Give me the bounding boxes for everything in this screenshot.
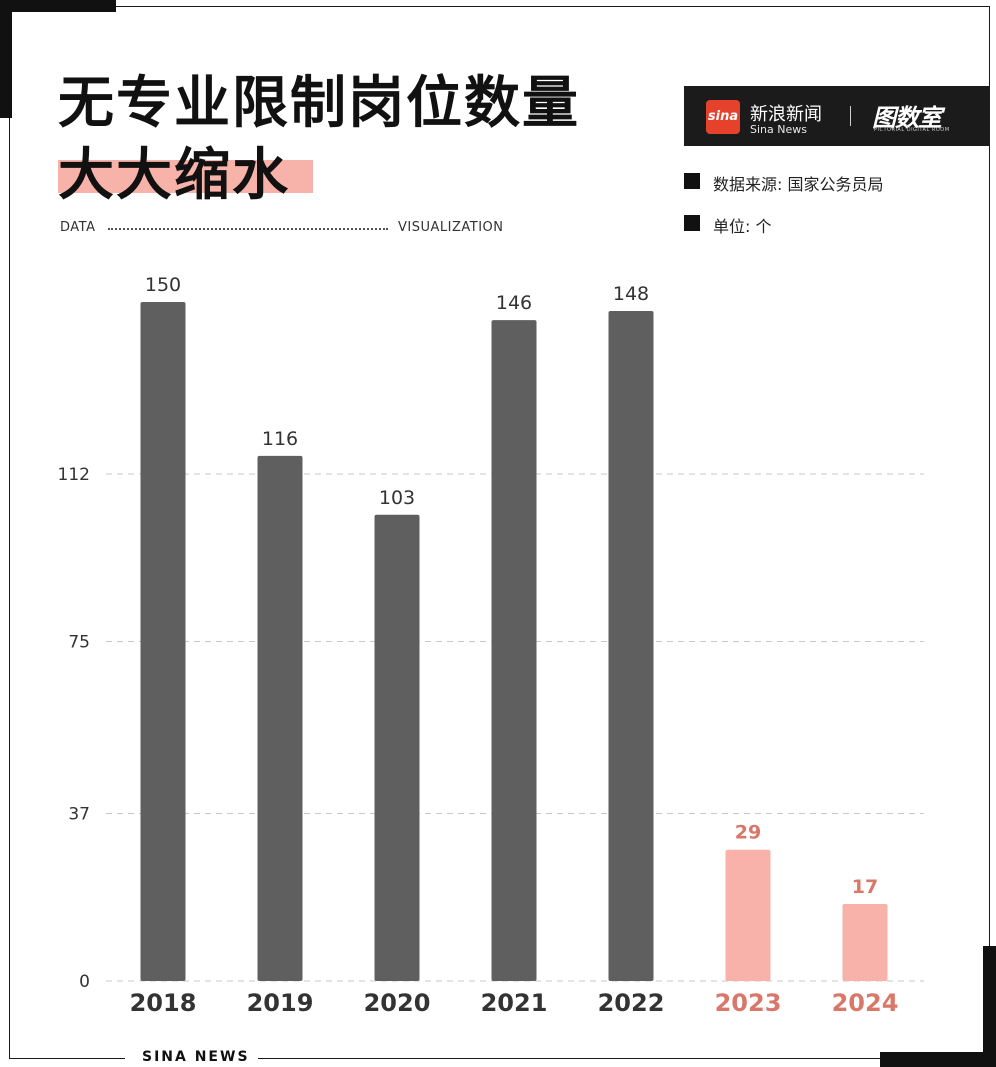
value-label-2019: 116 — [262, 428, 298, 450]
footer-brand: SINA NEWS — [142, 1049, 250, 1065]
y-tick-label-75: 75 — [68, 633, 90, 653]
frame-bottom-line-left — [9, 1058, 125, 1059]
logo-divider — [850, 106, 851, 126]
bar-2021 — [491, 320, 537, 981]
corner-bottom-right-bar — [880, 1052, 996, 1067]
frame-left-line — [9, 6, 10, 1058]
source-text: 数据来源: 国家公务员局 — [713, 175, 884, 194]
corner-top-left-bar — [0, 0, 116, 12]
data-tag: DATA — [60, 220, 96, 235]
x-tick-label-2023: 2023 — [715, 989, 782, 1017]
value-label-2023: 29 — [735, 822, 761, 844]
x-tick-label-2022: 2022 — [598, 989, 665, 1017]
x-tick-label-2019: 2019 — [247, 989, 314, 1017]
frame-top-line — [0, 6, 990, 7]
visualization-tag: VISUALIZATION — [398, 220, 504, 235]
y-tick-label-37: 37 — [68, 805, 90, 825]
x-tick-label-2020: 2020 — [364, 989, 431, 1017]
brand-logo-bar: sina 新浪新闻 Sina News 图数室 PICTORIAL DIGITA… — [684, 86, 990, 146]
square-bullet-icon — [684, 215, 700, 231]
y-tick-label-112: 112 — [58, 465, 90, 485]
dotted-divider — [108, 228, 388, 230]
x-tick-label-2024: 2024 — [832, 989, 899, 1017]
sina-name-cn: 新浪新闻 — [750, 104, 822, 125]
square-bullet-icon — [684, 173, 700, 189]
bar-2024 — [842, 904, 888, 981]
frame-bottom-line-right — [258, 1058, 880, 1059]
sina-logo-icon: sina — [706, 100, 740, 134]
value-label-2018: 150 — [145, 274, 181, 296]
bar-2018 — [140, 302, 186, 981]
title-highlight — [58, 160, 313, 193]
x-tick-label-2021: 2021 — [481, 989, 548, 1017]
page-title-line2-wrap: 大大缩水 — [58, 130, 313, 208]
value-label-2024: 17 — [852, 876, 878, 898]
unit-text: 单位: 个 — [713, 217, 772, 236]
value-label-2020: 103 — [379, 487, 415, 509]
corner-top-left-post — [0, 0, 12, 118]
value-label-2021: 146 — [496, 292, 532, 314]
bar-2019 — [257, 455, 303, 981]
sina-name-en: Sina News — [750, 123, 807, 136]
bar-2020 — [374, 514, 420, 981]
value-label-2022: 148 — [613, 283, 649, 305]
frame-right-line — [989, 6, 990, 1046]
bar-2023 — [725, 849, 771, 981]
y-tick-label-0: 0 — [79, 972, 90, 992]
page-title-line2: 大大缩水 — [58, 143, 290, 208]
bar-2022 — [608, 311, 654, 981]
page-title-line1: 无专业限制岗位数量 — [58, 71, 580, 136]
digital-room-subtitle: PICTORIAL DIGITAL ROOM — [874, 127, 950, 133]
x-tick-label-2018: 2018 — [130, 989, 197, 1017]
corner-bottom-right-post — [983, 946, 996, 1067]
digital-room-logo: 图数室 — [872, 104, 942, 132]
